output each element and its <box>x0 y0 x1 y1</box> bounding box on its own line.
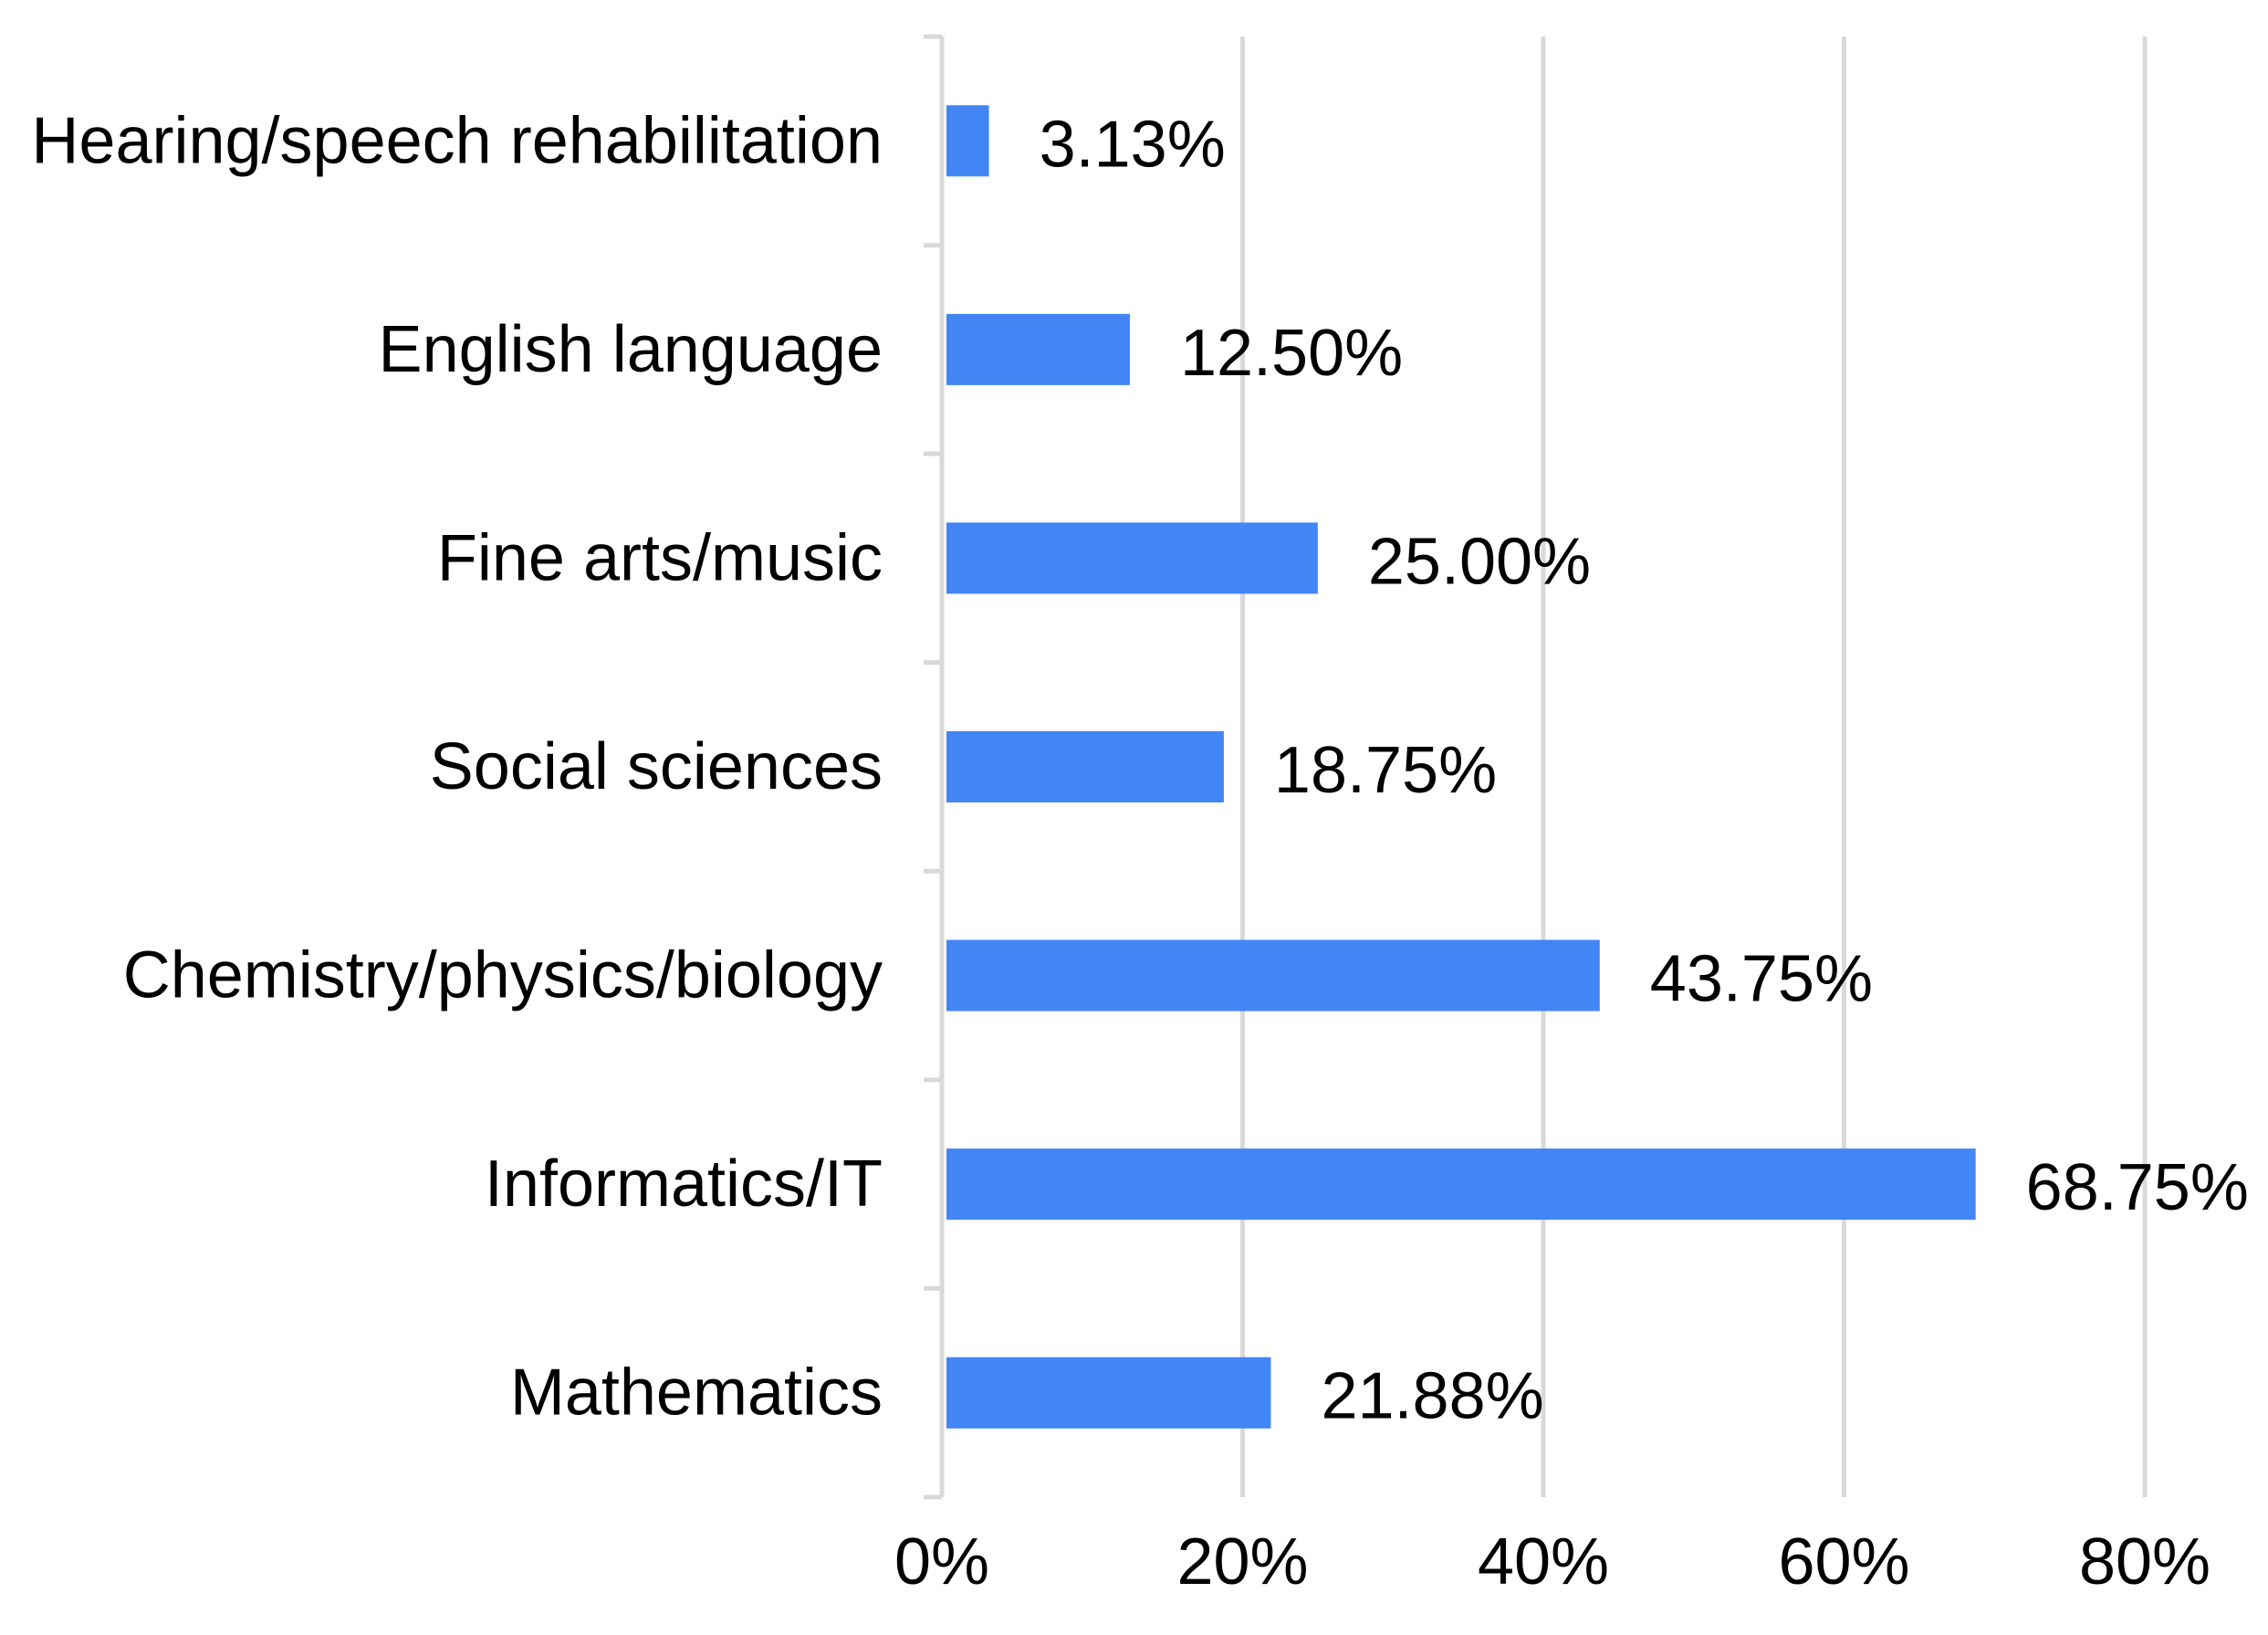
bar <box>946 1148 1976 1221</box>
category-label: Fine arts/music <box>437 521 883 594</box>
bar <box>946 522 1318 594</box>
bar <box>946 105 989 177</box>
axes <box>924 34 945 1500</box>
bar <box>946 939 1600 1011</box>
bar <box>946 1357 1271 1429</box>
category-label: Chemistry/physics/biology <box>123 939 883 1012</box>
x-tick-label: 20% <box>1176 1525 1308 1598</box>
bar <box>946 731 1224 802</box>
value-label: 21.88% <box>1321 1360 1543 1433</box>
value-label: 12.50% <box>1180 317 1403 390</box>
category-label: Social sciences <box>430 730 883 803</box>
category-label: English language <box>379 313 883 386</box>
x-tick-labels: 0% 20% 40% 60% 80% <box>894 1525 2211 1598</box>
value-labels: 3.13% 12.50% 25.00% 18.75% 43.75% 68.75% 21.88… <box>1040 108 2249 1432</box>
category-label: Informatics/IT <box>485 1148 883 1221</box>
bar <box>946 313 1130 385</box>
category-label: Hearing/speech rehabilitation <box>31 104 883 177</box>
value-label: 18.75% <box>1274 734 1497 807</box>
category-label: Mathematics <box>510 1357 883 1430</box>
x-tick-label: 40% <box>1478 1525 1609 1598</box>
value-label: 68.75% <box>2026 1151 2249 1224</box>
value-label: 25.00% <box>1368 525 1591 598</box>
x-tick-label: 60% <box>1778 1525 1909 1598</box>
x-tick-label: 0% <box>894 1525 989 1598</box>
x-tick-label: 80% <box>2079 1525 2211 1598</box>
bars <box>946 105 1976 1429</box>
value-label: 3.13% <box>1040 108 1226 181</box>
value-label: 43.75% <box>1650 943 1873 1016</box>
gridlines <box>1240 37 2148 1497</box>
category-labels: Hearing/speech rehabilitation English lan… <box>31 104 883 1429</box>
